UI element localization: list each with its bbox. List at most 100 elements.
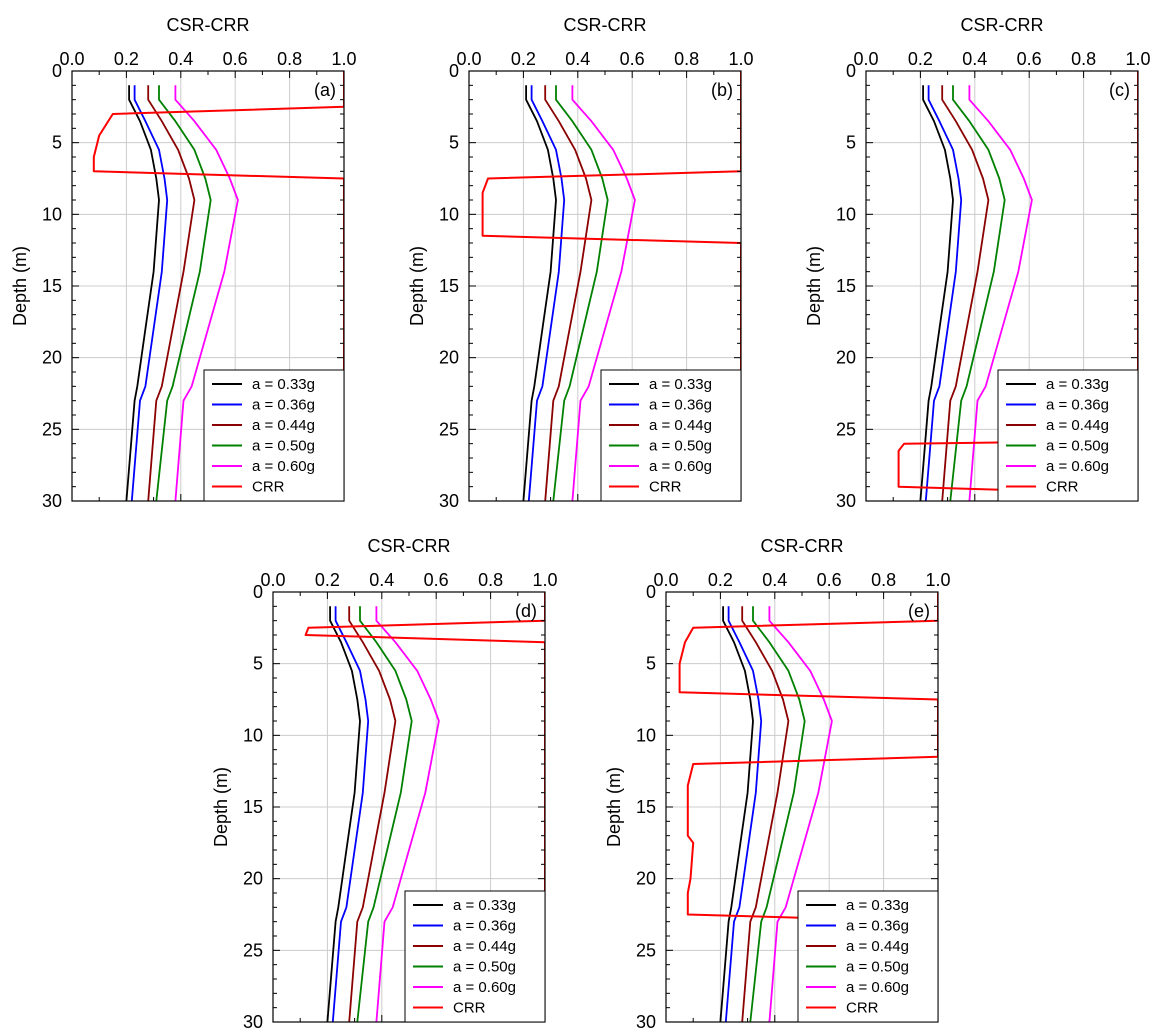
y-tick-label: 5 bbox=[253, 654, 263, 674]
series-line-a-1 bbox=[527, 85, 566, 501]
legend-entry: a = 0.44g bbox=[453, 938, 516, 955]
series-line-a-4 bbox=[174, 85, 239, 501]
x-tick-label: 0.8 bbox=[1071, 49, 1096, 69]
series-line-crr bbox=[304, 592, 545, 1022]
legend: a = 0.33g a = 0.36g a = 0.44g a = 0.50g a = … bbox=[997, 369, 1139, 502]
series-line-a-1 bbox=[724, 606, 763, 1022]
series-line-crr bbox=[92, 71, 344, 501]
y-tick-label: 20 bbox=[439, 348, 459, 368]
axis-title: CSR-CRR bbox=[761, 536, 844, 556]
legend-box bbox=[997, 369, 1139, 502]
y-tick-label: 30 bbox=[836, 491, 856, 511]
series-line-a-0 bbox=[522, 85, 557, 501]
legend-entry: CRR bbox=[252, 479, 285, 496]
legend-entry: a = 0.44g bbox=[649, 417, 712, 434]
legend-entry: a = 0.36g bbox=[846, 918, 909, 935]
y-tick-label: 15 bbox=[439, 276, 459, 296]
y-tick-label: 25 bbox=[636, 940, 656, 960]
y-tick-label: 10 bbox=[836, 204, 856, 224]
x-tick-label: 0.4 bbox=[962, 49, 987, 69]
legend-entry: a = 0.44g bbox=[252, 417, 315, 434]
panel-label: (b) bbox=[711, 80, 733, 100]
legend: a = 0.33g a = 0.36g a = 0.44g a = 0.50g a = … bbox=[797, 890, 939, 1023]
panel-label: (d) bbox=[515, 601, 537, 621]
x-tick-label: 0.2 bbox=[511, 49, 536, 69]
legend: a = 0.33g a = 0.36g a = 0.44g a = 0.50g a = … bbox=[600, 369, 742, 502]
x-tick-label: 1.0 bbox=[728, 49, 753, 69]
axis-title: CSR-CRR bbox=[564, 15, 647, 35]
series-line-a-4 bbox=[571, 85, 636, 501]
y-tick-label: 15 bbox=[636, 797, 656, 817]
x-tick-label: 1.0 bbox=[925, 570, 950, 590]
x-tick-label: 0.4 bbox=[369, 570, 394, 590]
legend-entry: a = 0.50g bbox=[1046, 438, 1109, 455]
y-tick-label: 20 bbox=[636, 869, 656, 889]
legend: a = 0.33g a = 0.36g a = 0.44g a = 0.50g a = … bbox=[404, 890, 546, 1023]
y-tick-label: 10 bbox=[439, 204, 459, 224]
legend-entry: CRR bbox=[846, 1000, 879, 1017]
x-tick-label: 0.4 bbox=[168, 49, 193, 69]
x-tick-label: 1.0 bbox=[1125, 49, 1150, 69]
series-line-a-4 bbox=[968, 85, 1033, 501]
y-axis-label: Depth (m) bbox=[211, 767, 231, 847]
y-tick-label: 30 bbox=[243, 1012, 263, 1030]
series-line-crr bbox=[481, 71, 741, 501]
x-tick-label: 0.6 bbox=[620, 49, 645, 69]
series-line-a-1 bbox=[331, 606, 370, 1022]
y-tick-label: 30 bbox=[439, 491, 459, 511]
y-tick-label: 0 bbox=[846, 61, 856, 81]
y-tick-label: 0 bbox=[449, 61, 459, 81]
axis-title: CSR-CRR bbox=[167, 15, 250, 35]
y-axis-label: Depth (m) bbox=[804, 246, 824, 326]
legend-box bbox=[203, 369, 345, 502]
series-line-crr bbox=[678, 592, 938, 1022]
y-axis-label: Depth (m) bbox=[10, 246, 30, 326]
legend-entry: a = 0.33g bbox=[846, 897, 909, 914]
x-tick-label: 0.8 bbox=[674, 49, 699, 69]
x-tick-label: 0.2 bbox=[315, 570, 340, 590]
y-tick-label: 25 bbox=[439, 419, 459, 439]
x-tick-label: 0.8 bbox=[478, 570, 503, 590]
x-tick-label: 0.2 bbox=[708, 570, 733, 590]
legend: a = 0.33g a = 0.36g a = 0.44g a = 0.50g a = … bbox=[203, 369, 345, 502]
x-tick-label: 1.0 bbox=[331, 49, 356, 69]
x-tick-label: 0.0 bbox=[456, 49, 481, 69]
y-tick-label: 0 bbox=[52, 61, 62, 81]
x-tick-label: 0.2 bbox=[114, 49, 139, 69]
legend-entry: a = 0.60g bbox=[252, 458, 315, 475]
legend-entry: a = 0.60g bbox=[846, 979, 909, 996]
x-tick-label: 0.6 bbox=[424, 570, 449, 590]
y-axis-label: Depth (m) bbox=[604, 767, 624, 847]
y-tick-label: 10 bbox=[42, 204, 62, 224]
y-tick-label: 5 bbox=[646, 654, 656, 674]
legend-box bbox=[600, 369, 742, 502]
legend-entry: a = 0.33g bbox=[1046, 376, 1109, 393]
legend-entry: a = 0.60g bbox=[1046, 458, 1109, 475]
legend-entry: CRR bbox=[649, 479, 682, 496]
y-tick-label: 30 bbox=[42, 491, 62, 511]
y-tick-label: 5 bbox=[449, 133, 459, 153]
x-tick-label: 0.6 bbox=[817, 570, 842, 590]
x-tick-label: 0.8 bbox=[871, 570, 896, 590]
legend-box bbox=[797, 890, 939, 1023]
series-line-a-4 bbox=[375, 606, 440, 1022]
chart-panel: 0.0 0.2 0.4 0.6 0.8 1.0 0 5 10 15 20 25 30 CSR-CRR Dep… bbox=[10, 15, 357, 511]
series-line-a-3 bbox=[155, 85, 212, 501]
y-tick-label: 15 bbox=[243, 797, 263, 817]
series-line-a-2 bbox=[741, 606, 790, 1022]
x-tick-label: 0.0 bbox=[59, 49, 84, 69]
y-tick-label: 10 bbox=[636, 725, 656, 745]
y-tick-label: 25 bbox=[243, 940, 263, 960]
series-line-a-1 bbox=[924, 85, 963, 501]
y-tick-label: 25 bbox=[42, 419, 62, 439]
legend-entry: a = 0.33g bbox=[649, 376, 712, 393]
y-tick-label: 30 bbox=[636, 1012, 656, 1030]
legend-entry: a = 0.36g bbox=[1046, 397, 1109, 414]
chart-panel: 0.0 0.2 0.4 0.6 0.8 1.0 0 5 10 15 20 25 30 CSR-CRR Dep… bbox=[604, 536, 951, 1030]
series-line-a-3 bbox=[356, 606, 413, 1022]
legend-entry: a = 0.33g bbox=[453, 897, 516, 914]
panel-label: (c) bbox=[1109, 80, 1130, 100]
series-line-a-2 bbox=[147, 85, 196, 501]
series-line-a-2 bbox=[544, 85, 593, 501]
